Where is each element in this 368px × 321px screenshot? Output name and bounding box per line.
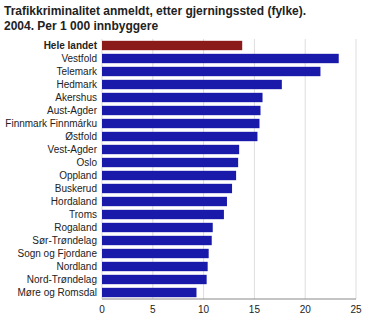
category-label: Sør-Trøndelag: [32, 235, 97, 246]
bar: [102, 106, 260, 115]
category-label: Møre og Romsdal: [18, 287, 97, 298]
grid-line: [203, 39, 204, 299]
category-label: Akershus: [55, 92, 97, 103]
title: Trafikkriminalitet anmeldt, etter gjerni…: [4, 4, 306, 18]
bar: [102, 41, 242, 50]
bar: [102, 249, 209, 258]
bar: [102, 223, 213, 232]
grid: [102, 39, 356, 299]
category-label: Troms: [69, 209, 97, 220]
bar: [102, 184, 232, 193]
bar: [102, 171, 236, 180]
tick-label: 10: [198, 304, 210, 315]
tick-label: 5: [150, 304, 156, 315]
bar: [102, 54, 339, 63]
bar: [102, 275, 207, 284]
category-label: Vestfold: [61, 53, 97, 64]
bar: [102, 262, 208, 271]
grid-line: [254, 39, 255, 299]
grid-line: [102, 39, 103, 299]
bar: [102, 80, 282, 89]
category-label: Nordland: [56, 261, 97, 272]
grid-line: [305, 39, 306, 299]
bar: [102, 119, 259, 128]
category-label: Finnmark Finnmárku: [5, 118, 97, 129]
category-label: Rogaland: [54, 222, 97, 233]
bar: [102, 288, 196, 297]
category-label: Hele landet: [44, 40, 98, 51]
x-axis: [102, 299, 356, 300]
tick-label: 25: [350, 304, 362, 315]
category-label: Østfold: [65, 131, 97, 142]
bar: [102, 67, 320, 76]
bar: [102, 93, 263, 102]
bar: [102, 145, 239, 154]
category-label: Buskerud: [55, 183, 97, 194]
category-label: Hedmark: [56, 79, 98, 90]
bar: [102, 132, 257, 141]
category-label: Sogn og Fjordane: [17, 248, 97, 259]
category-label: Aust-Agder: [47, 105, 98, 116]
subtitle: 2004. Per 1 000 innbyggere: [4, 19, 158, 33]
bar: [102, 236, 212, 245]
category-label: Telemark: [56, 66, 98, 77]
tick-label: 0: [99, 304, 105, 315]
tick-label: 15: [249, 304, 261, 315]
category-label: Vest-Agder: [48, 144, 98, 155]
bar: [102, 210, 224, 219]
bars: [102, 41, 339, 297]
bar: [102, 197, 227, 206]
grid-line: [152, 39, 153, 299]
category-label: Hordaland: [51, 196, 97, 207]
category-label: Nord-Trøndelag: [27, 274, 97, 285]
category-label: Oppland: [59, 170, 97, 181]
tick-label: 20: [300, 304, 312, 315]
bar: [102, 158, 238, 167]
category-label: Oslo: [76, 157, 97, 168]
grid-line: [356, 39, 357, 299]
chart: Trafikkriminalitet anmeldt, etter gjerni…: [0, 0, 368, 321]
